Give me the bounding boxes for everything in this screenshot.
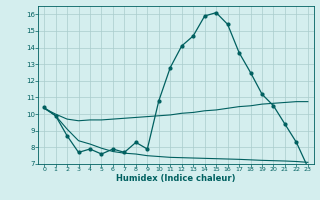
X-axis label: Humidex (Indice chaleur): Humidex (Indice chaleur) (116, 174, 236, 183)
